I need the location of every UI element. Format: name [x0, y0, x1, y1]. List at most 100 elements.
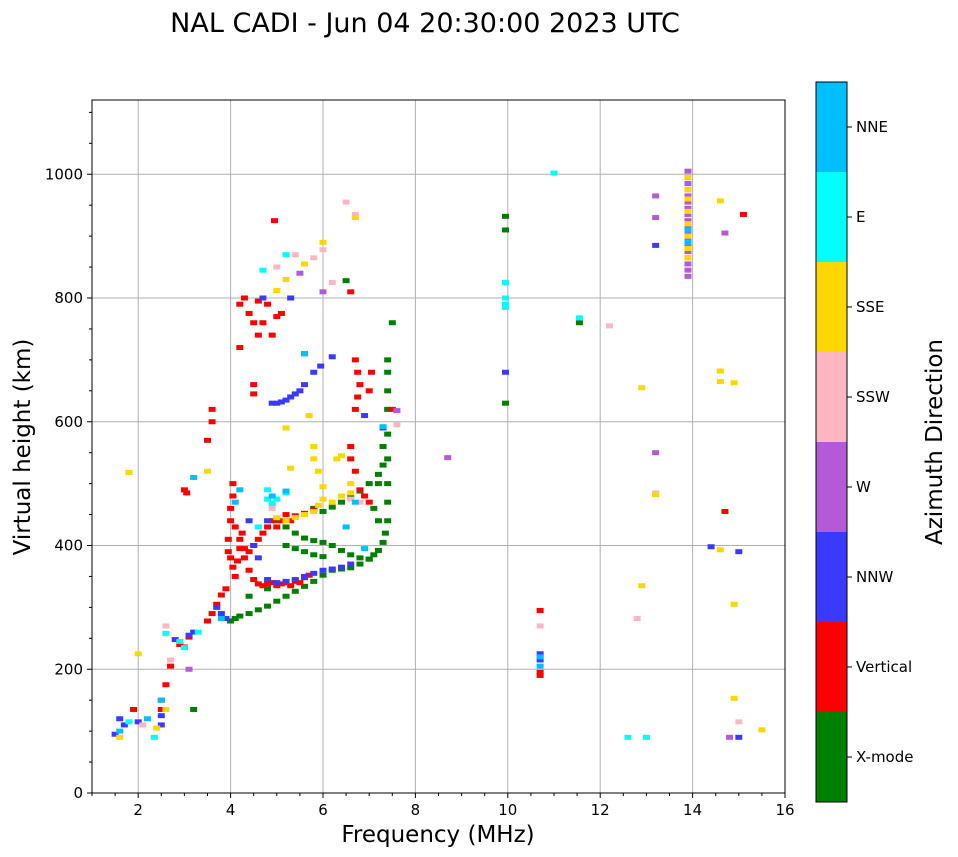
data-point — [735, 719, 743, 725]
data-point — [384, 431, 392, 437]
data-point — [652, 450, 660, 456]
data-point — [536, 663, 544, 669]
data-point — [361, 546, 369, 552]
data-point — [301, 261, 309, 267]
data-point — [319, 554, 327, 560]
data-point — [208, 419, 216, 425]
data-point — [277, 310, 285, 316]
data-point — [259, 583, 267, 589]
data-point — [301, 535, 309, 541]
data-point — [291, 530, 299, 536]
data-point — [370, 552, 378, 558]
data-point — [176, 642, 184, 647]
data-point — [337, 453, 345, 459]
data-point — [501, 227, 509, 233]
data-point — [684, 246, 692, 251]
series-nne — [116, 227, 692, 734]
data-point — [264, 603, 272, 609]
data-point — [351, 357, 359, 363]
colorbar-frame — [815, 81, 848, 803]
data-point — [379, 424, 387, 430]
data-point — [605, 323, 613, 329]
data-point — [301, 583, 309, 589]
data-point — [337, 493, 345, 499]
data-point — [264, 581, 272, 587]
data-point — [684, 224, 692, 230]
data-point — [652, 492, 660, 498]
data-point — [130, 706, 138, 712]
data-point — [624, 734, 632, 740]
colorbar-tick-label: NNE — [856, 118, 888, 136]
data-points — [111, 168, 766, 740]
data-point — [268, 580, 276, 586]
data-point — [268, 500, 276, 506]
data-point — [190, 629, 198, 635]
data-point — [333, 456, 341, 462]
data-point — [310, 578, 318, 584]
data-point — [684, 230, 692, 236]
data-point — [250, 320, 258, 326]
data-point — [282, 593, 290, 599]
colorbar-segment — [816, 82, 847, 172]
data-point — [501, 213, 509, 219]
data-point — [384, 456, 392, 462]
data-point — [384, 357, 392, 363]
data-point — [120, 722, 128, 728]
x-tick-label: 16 — [775, 801, 794, 819]
data-point — [287, 465, 295, 471]
y-tick-label: 1000 — [45, 165, 83, 183]
y-tick-label: 800 — [54, 289, 83, 307]
data-point — [684, 255, 692, 261]
data-point — [236, 536, 244, 542]
x-axis-label: Frequency (MHz) — [341, 822, 534, 848]
data-point — [347, 481, 355, 487]
data-point — [273, 598, 281, 604]
data-point — [393, 422, 401, 428]
data-point — [356, 487, 364, 493]
data-point — [224, 549, 232, 555]
data-point — [356, 555, 364, 561]
data-point — [384, 481, 392, 487]
data-point — [277, 581, 285, 587]
data-point — [501, 400, 509, 406]
data-point — [264, 524, 272, 530]
data-point — [217, 611, 225, 617]
data-point — [264, 518, 272, 524]
data-point — [337, 564, 345, 570]
data-point — [222, 616, 230, 622]
data-point — [268, 332, 276, 338]
data-point — [217, 592, 225, 598]
x-tick-label: 8 — [411, 801, 421, 819]
data-point — [684, 267, 692, 273]
data-point — [730, 380, 738, 386]
data-point — [684, 199, 692, 205]
series-vertical — [130, 211, 747, 712]
data-point — [245, 518, 253, 524]
y-tick-label: 0 — [73, 784, 83, 802]
data-point — [365, 556, 373, 562]
data-point — [240, 546, 248, 552]
data-point — [716, 547, 724, 553]
data-point — [347, 490, 355, 496]
data-point — [314, 502, 322, 508]
data-point — [536, 651, 544, 657]
data-point — [501, 304, 509, 310]
data-point — [116, 716, 124, 722]
data-point — [379, 539, 387, 545]
data-point — [250, 391, 258, 397]
data-point — [707, 544, 715, 550]
series-x-mode — [190, 213, 583, 712]
data-point — [143, 716, 151, 722]
data-point — [273, 314, 281, 320]
data-point — [684, 249, 692, 255]
data-point — [240, 555, 248, 561]
data-point — [381, 530, 389, 536]
data-point — [273, 400, 281, 406]
data-point — [684, 181, 692, 187]
data-point — [684, 261, 692, 267]
series-sse — [116, 174, 766, 740]
data-point — [444, 455, 452, 461]
data-point — [231, 524, 239, 530]
data-point — [319, 508, 327, 514]
data-point — [227, 505, 235, 511]
